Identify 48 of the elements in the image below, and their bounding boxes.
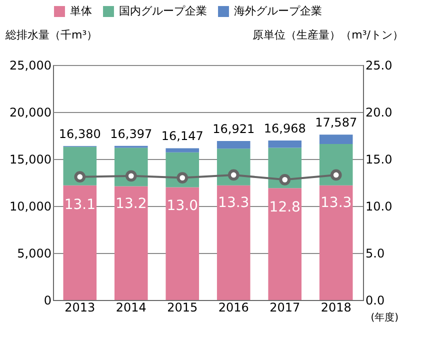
bar — [319, 185, 353, 300]
x-tick-label: 2016 — [218, 300, 249, 314]
total-label: 16,397 — [110, 126, 152, 141]
legend-label: 単体 — [70, 4, 92, 18]
y2-tick-label: 10.0 — [366, 200, 392, 214]
total-label: 16,380 — [58, 127, 101, 142]
bar — [166, 187, 200, 300]
x-axis-title: (年度) — [370, 312, 399, 324]
y-axis-title: 総排水量（千m³） — [4, 28, 98, 42]
y2-axis-title: 原単位（生産量）（m³/トン） — [252, 28, 404, 42]
data-label: 13.3 — [218, 194, 250, 211]
total-label: 16,968 — [264, 122, 306, 136]
total-label: 16,921 — [212, 122, 255, 136]
total-label: 17,587 — [315, 116, 358, 130]
bar — [63, 185, 97, 300]
total-label: 16,147 — [161, 129, 204, 144]
y-tick-label: 15,000 — [10, 152, 52, 166]
bar — [319, 134, 353, 144]
legend-label: 国内グループ企業 — [119, 4, 207, 18]
y-tick-label: 10,000 — [10, 200, 52, 214]
y-tick-label: 20,000 — [10, 106, 52, 120]
legend-label: 海外グループ企業 — [234, 4, 322, 18]
x-tick-label: 2017 — [270, 300, 300, 314]
y2-tick-label: 20.0 — [366, 106, 392, 120]
data-label: 13.1 — [64, 196, 96, 213]
bar — [63, 146, 97, 186]
x-tick-label: 2013 — [64, 300, 96, 314]
bar — [268, 188, 302, 300]
y2-tick-label: 15.0 — [366, 152, 392, 166]
bar — [166, 148, 200, 152]
x-tick-label: 2015 — [167, 300, 198, 314]
bar — [216, 140, 250, 149]
y-tick-label: 25,000 — [10, 58, 52, 72]
bar — [216, 185, 250, 300]
data-label: 13.0 — [166, 198, 198, 214]
data-label: 13.2 — [116, 196, 147, 212]
y-tick-label: 5,000 — [17, 246, 52, 260]
data-label: 13.3 — [320, 194, 352, 211]
y2-tick-label: 0.0 — [366, 294, 385, 308]
y2-tick-label: 5.0 — [366, 246, 385, 260]
y-tick-label: 0 — [44, 294, 52, 308]
bar — [319, 144, 353, 186]
data-label: 12.8 — [269, 200, 300, 216]
x-tick-label: 2018 — [320, 300, 352, 314]
y2-tick-label: 25.0 — [366, 58, 392, 72]
bar — [114, 186, 148, 300]
bar — [268, 140, 302, 148]
x-tick-label: 2014 — [116, 300, 146, 314]
